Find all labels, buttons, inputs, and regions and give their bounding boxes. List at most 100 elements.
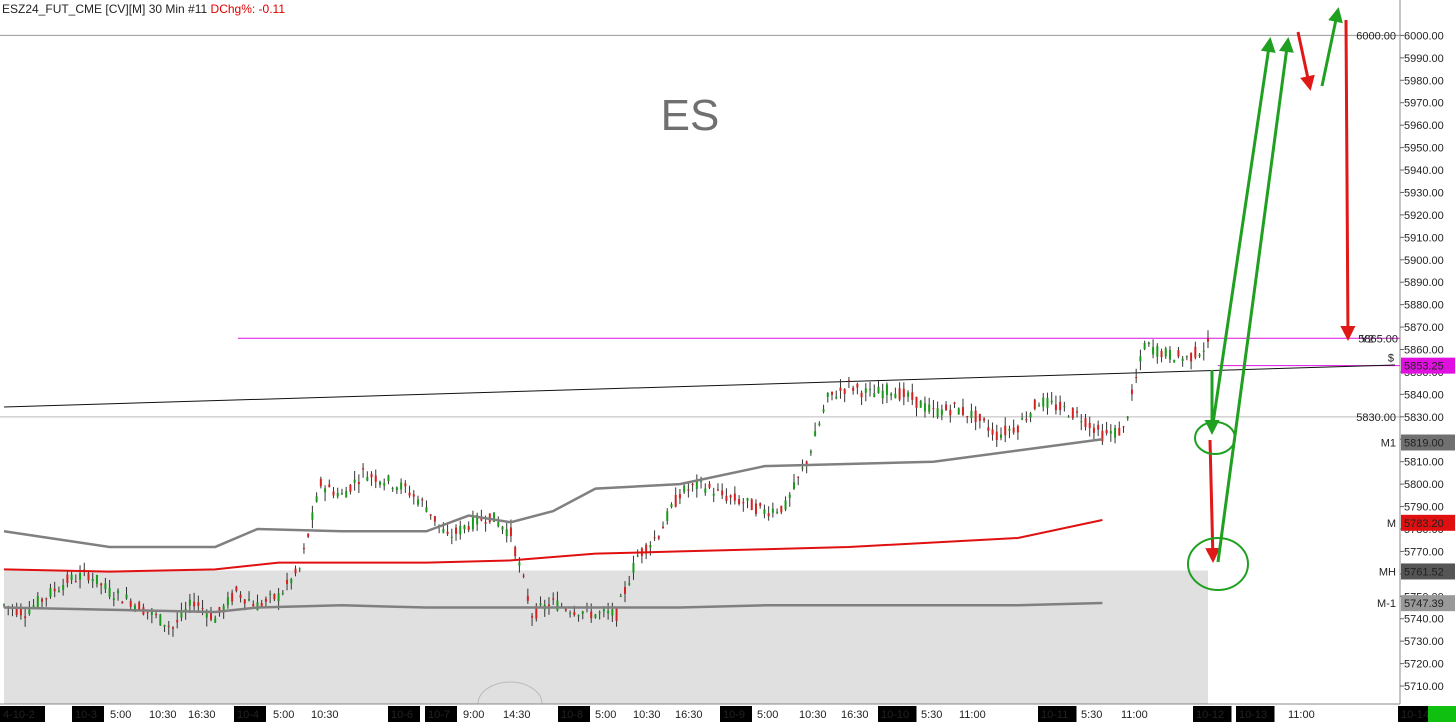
candle-body — [480, 517, 483, 521]
candle-body — [269, 593, 272, 595]
y2-tag: Y2 — [1361, 333, 1374, 345]
candle-body — [252, 603, 255, 607]
candle-body — [429, 514, 432, 516]
candle-body — [1147, 342, 1150, 345]
level-6000-label: 6000.00 — [1356, 30, 1396, 42]
x-date-badge — [720, 706, 752, 722]
x-tick-label: 14:30 — [503, 709, 531, 721]
candle-body — [995, 431, 998, 441]
candle-body — [256, 602, 259, 611]
candle-body — [104, 583, 107, 589]
candle-body — [62, 584, 65, 590]
candle-body — [991, 429, 994, 435]
candle-body — [467, 526, 470, 531]
candle-body — [1059, 401, 1062, 411]
x-tick-label: 16:30 — [675, 709, 703, 721]
candle-body — [898, 388, 901, 400]
x-tick-label: 11:00 — [1288, 709, 1315, 721]
candle-body — [214, 618, 217, 623]
candle-body — [754, 503, 757, 514]
candle-body — [602, 609, 605, 612]
candle-body — [24, 616, 27, 619]
candle-body — [226, 597, 229, 606]
candle-body — [556, 600, 559, 611]
candle-body — [391, 488, 394, 490]
y-tick-label: 5920.00 — [1404, 210, 1444, 222]
candle-body — [919, 400, 922, 408]
chart-title: ES — [661, 91, 720, 140]
candle-body — [716, 489, 719, 491]
candle-body — [746, 498, 749, 501]
m1-label: M1 — [1381, 438, 1396, 450]
candle-body — [146, 611, 149, 613]
x-date-badge — [878, 706, 917, 722]
y-tick-label: 5730.00 — [1404, 636, 1444, 648]
candle-body — [831, 391, 834, 395]
candle-body — [742, 502, 745, 504]
candle-body — [547, 604, 550, 609]
candle-body — [383, 482, 386, 486]
y-tick-label: 5720.00 — [1404, 659, 1444, 671]
candle-body — [869, 389, 872, 391]
candle-body — [961, 407, 964, 415]
band-m-minus-1 — [3, 601, 1103, 614]
candle-body — [307, 533, 310, 537]
y-tick-label: 5770.00 — [1404, 546, 1444, 558]
candle-body — [248, 599, 251, 601]
candle-body — [112, 598, 115, 601]
candle-body — [117, 590, 120, 594]
candle-body — [171, 627, 174, 629]
candle-body — [1105, 429, 1108, 434]
candle-body — [19, 608, 22, 616]
candle-body — [395, 487, 398, 491]
candle-body — [691, 483, 694, 486]
candle-body — [455, 527, 458, 534]
candle-body — [1194, 346, 1197, 358]
candle-body — [404, 483, 407, 487]
candle-body — [877, 386, 880, 394]
m-1-value: 5747.39 — [1404, 598, 1444, 610]
candle-body — [378, 481, 381, 485]
candle-body — [750, 499, 753, 511]
x-tick-label: 10-7 — [428, 709, 450, 721]
candle-body — [222, 605, 225, 613]
candle-body — [188, 599, 191, 606]
candle-body — [704, 488, 707, 493]
status-badge — [1428, 706, 1456, 722]
candle-body — [324, 488, 327, 493]
candle-body — [860, 392, 863, 398]
shaded-arc — [477, 681, 543, 705]
x-tick-label: 10-13 — [1239, 709, 1267, 721]
arrow-down-red-3 — [1340, 19, 1356, 341]
x-tick-label: 10-3 — [75, 709, 97, 721]
candle-body — [201, 607, 204, 609]
x-tick-label: 10-10 — [881, 709, 909, 721]
candle-body — [683, 485, 686, 493]
y-tick-label: 5870.00 — [1404, 322, 1444, 334]
candle-body — [801, 467, 804, 469]
y-tick-label: 5990.00 — [1404, 53, 1444, 65]
y2-value: 5865.00 — [1358, 333, 1398, 345]
candle-body — [1050, 400, 1053, 403]
candle-body — [987, 427, 990, 431]
candle-body — [66, 574, 69, 583]
daily-change: DChg%: -0.11 — [210, 2, 286, 16]
candle-body — [446, 531, 449, 534]
x-tick-label: 10-11 — [1041, 709, 1068, 721]
candle-body — [966, 415, 969, 418]
m-badge — [1401, 514, 1455, 531]
candle-body — [1063, 406, 1066, 408]
candle-body — [957, 408, 960, 415]
candle-body — [15, 607, 18, 616]
candle-body — [1071, 408, 1074, 419]
candle-body — [847, 380, 850, 382]
candle-body — [340, 493, 343, 495]
candle-body — [907, 392, 910, 397]
shaded-range-box — [4, 570, 1208, 704]
candle-body — [590, 611, 593, 619]
x-tick-label: 10-8 — [561, 709, 583, 721]
candle-body — [497, 521, 500, 527]
x-tick-label: 10-12 — [1196, 709, 1224, 721]
candle-body — [983, 418, 986, 421]
